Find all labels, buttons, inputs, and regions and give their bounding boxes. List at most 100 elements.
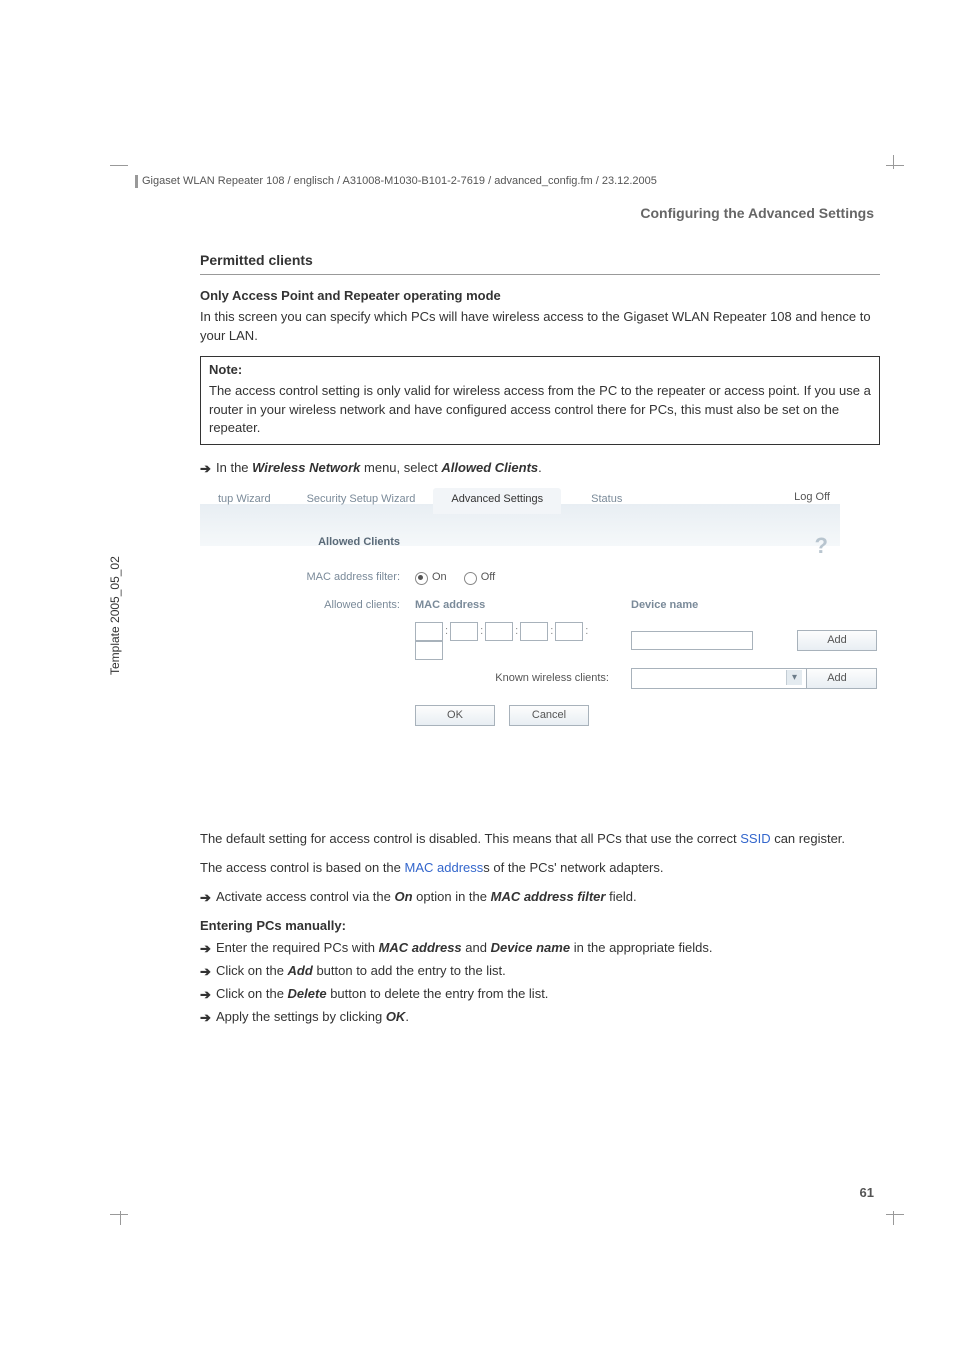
- page-number: 61: [860, 1185, 874, 1200]
- cropmark: [886, 165, 904, 166]
- on-option: On: [394, 889, 412, 904]
- note-box: Note: The access control setting is only…: [200, 356, 880, 445]
- cropmark: [893, 1211, 894, 1225]
- step-text: Apply the settings by clicking OK.: [216, 1008, 880, 1027]
- text-fragment: button to delete the entry from the list…: [327, 986, 549, 1001]
- menu-name: Wireless Network: [252, 460, 360, 475]
- tab-advanced-settings[interactable]: Advanced Settings: [433, 488, 561, 514]
- screenshot-allowed-clients: tup Wizard Security Setup Wizard Advance…: [200, 486, 840, 816]
- known-clients-select[interactable]: [631, 668, 807, 689]
- panel-title: Allowed Clients: [265, 535, 400, 551]
- delete-button-ref: Delete: [288, 986, 327, 1001]
- text-fragment: and: [462, 940, 491, 955]
- arrow-icon: ➔: [200, 986, 216, 1005]
- text-fragment: button to add the entry to the list.: [313, 963, 506, 978]
- add-button-2[interactable]: Add: [797, 668, 877, 689]
- text-fragment: Enter the required PCs with: [216, 940, 379, 955]
- step-text: Enter the required PCs with MAC address …: [216, 939, 880, 958]
- step-activate: ➔ Activate access control via the On opt…: [200, 888, 880, 907]
- ok-button-ref: OK: [386, 1009, 406, 1024]
- step-enter-required: ➔ Enter the required PCs with MAC addres…: [200, 939, 880, 958]
- arrow-icon: ➔: [200, 940, 216, 959]
- subhead-entering-pcs: Entering PCs manually:: [200, 917, 880, 936]
- ok-button[interactable]: OK: [415, 705, 495, 726]
- heading-permitted-clients: Permitted clients: [200, 250, 880, 270]
- text-fragment: Apply the settings by clicking: [216, 1009, 386, 1024]
- radio-off[interactable]: Off: [464, 570, 495, 586]
- cancel-button[interactable]: Cancel: [509, 705, 589, 726]
- add-button-1[interactable]: Add: [797, 630, 877, 651]
- arrow-icon: ➔: [200, 963, 216, 982]
- main-buttons: OK Cancel: [415, 705, 589, 726]
- col-device-header: Device name: [631, 598, 781, 614]
- tab-status[interactable]: Status: [561, 488, 652, 514]
- mac-filter-field: MAC address filter: [491, 889, 606, 904]
- arrow-icon: ➔: [200, 889, 216, 908]
- radio-on-label: On: [432, 570, 447, 586]
- text-fragment: Click on the: [216, 986, 288, 1001]
- step-apply: ➔ Apply the settings by clicking OK.: [200, 1008, 880, 1027]
- text-fragment: Activate access control via the: [216, 889, 394, 904]
- arrow-icon: ➔: [200, 460, 216, 479]
- template-label: Template 2005_05_02: [108, 556, 122, 675]
- tab-security-wizard[interactable]: Security Setup Wizard: [289, 488, 434, 514]
- note-body: The access control setting is only valid…: [209, 382, 871, 439]
- device-name-input[interactable]: [631, 631, 753, 650]
- mac-filter-label: MAC address filter:: [265, 570, 400, 586]
- title-rule: [200, 274, 880, 275]
- step-click-add: ➔ Click on the Add button to add the ent…: [200, 962, 880, 981]
- cropmark: [120, 1211, 121, 1225]
- text-fragment: menu, select: [360, 460, 441, 475]
- add-button-ref: Add: [288, 963, 313, 978]
- help-icon[interactable]: ?: [815, 530, 828, 562]
- tab-setup-wizard[interactable]: tup Wizard: [200, 488, 289, 514]
- text-fragment: option in the: [413, 889, 491, 904]
- text-fragment: field.: [605, 889, 636, 904]
- cropmark: [110, 1214, 128, 1215]
- mac-address-input[interactable]: :::::: [415, 622, 615, 660]
- text-fragment: .: [405, 1009, 409, 1024]
- content-area: Permitted clients Only Access Point and …: [200, 250, 880, 1031]
- col-mac-header: MAC address: [415, 598, 615, 614]
- text-fragment: In the: [216, 460, 252, 475]
- cropmark: [886, 1214, 904, 1215]
- access-control-paragraph: The access control is based on the MAC a…: [200, 859, 880, 878]
- cropmark: [110, 165, 128, 166]
- arrow-icon: ➔: [200, 1009, 216, 1028]
- mac-address-field: MAC address: [379, 940, 462, 955]
- section-title: Configuring the Advanced Settings: [640, 205, 874, 221]
- known-clients-label: Known wireless clients:: [415, 671, 615, 687]
- default-setting-paragraph: The default setting for access control i…: [200, 830, 880, 849]
- step-text: In the Wireless Network menu, select All…: [216, 459, 880, 478]
- step-text: Click on the Add button to add the entry…: [216, 962, 880, 981]
- device-name-field: Device name: [491, 940, 571, 955]
- intro-paragraph: In this screen you can specify which PCs…: [200, 308, 880, 346]
- panel-body: ? Allowed Clients MAC address filter: On…: [200, 530, 840, 816]
- text-fragment: The access control is based on the: [200, 860, 405, 875]
- step-text: Activate access control via the On optio…: [216, 888, 880, 907]
- mac-address-link[interactable]: MAC address: [405, 860, 484, 875]
- step-click-delete: ➔ Click on the Delete button to delete t…: [200, 985, 880, 1004]
- mac-filter-options: On Off: [415, 570, 509, 590]
- text-fragment: .: [538, 460, 542, 475]
- logoff-link[interactable]: Log Off: [794, 490, 830, 506]
- header-path: Gigaset WLAN Repeater 108 / englisch / A…: [135, 175, 657, 188]
- note-title: Note:: [209, 361, 871, 380]
- step-select-menu: ➔ In the Wireless Network menu, select A…: [200, 459, 880, 478]
- text-fragment: in the appropriate fields.: [570, 940, 712, 955]
- step-text: Click on the Delete button to delete the…: [216, 985, 880, 1004]
- allowed-clients-fields: MAC address Device name ::::: Add Known …: [415, 598, 897, 689]
- text-fragment: The default setting for access control i…: [200, 831, 740, 846]
- subhead-only-ap: Only Access Point and Repeater operating…: [200, 287, 880, 306]
- ssid-link[interactable]: SSID: [740, 831, 770, 846]
- allowed-clients-label: Allowed clients:: [265, 598, 400, 614]
- menu-item: Allowed Clients: [441, 460, 538, 475]
- tab-bar: tup Wizard Security Setup Wizard Advance…: [200, 486, 840, 514]
- text-fragment: s of the PCs' network adapters.: [483, 860, 663, 875]
- page: Template 2005_05_02 Gigaset WLAN Repeate…: [0, 0, 954, 1350]
- radio-off-label: Off: [481, 570, 495, 586]
- radio-on[interactable]: On: [415, 570, 447, 586]
- text-fragment: Click on the: [216, 963, 288, 978]
- text-fragment: can register.: [771, 831, 845, 846]
- cropmark: [893, 155, 894, 169]
